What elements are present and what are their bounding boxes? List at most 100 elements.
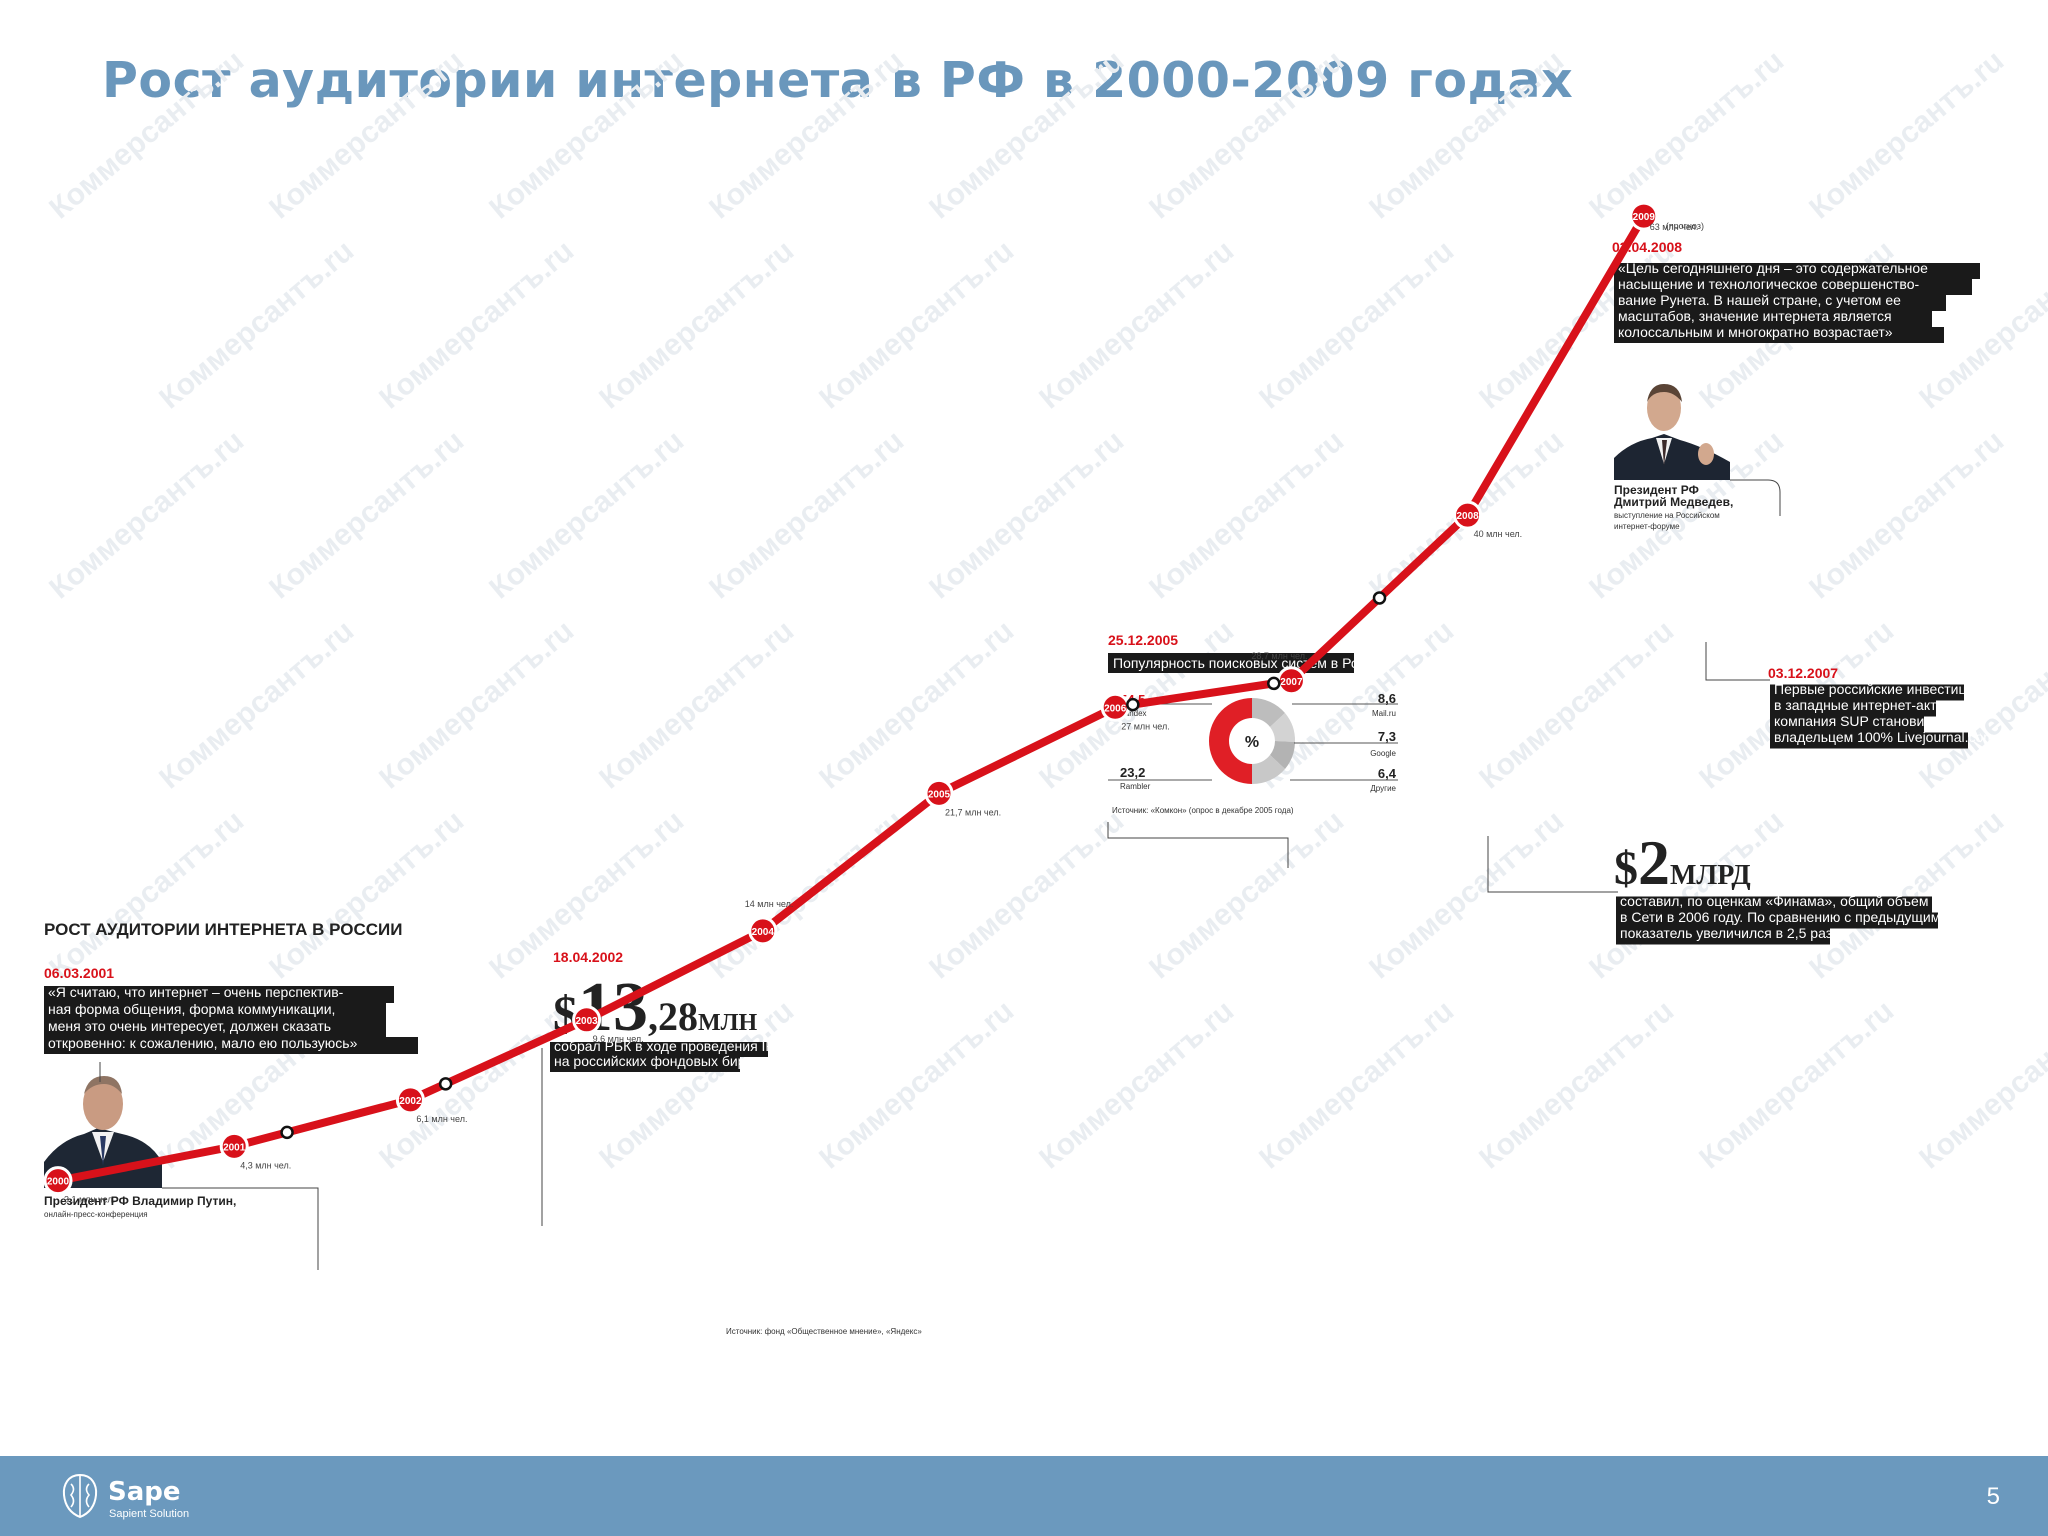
watermark-text: Коммерсантъ.ru <box>1913 994 2048 1175</box>
year-label-2001: 2001 <box>223 1142 246 1153</box>
medvedev-quote-line: масштабов, значение интернета является <box>1618 308 1892 324</box>
donut-center-label: % <box>1245 734 1259 751</box>
watermark-text: Коммерсантъ.ru <box>43 44 250 225</box>
year-marker-2004 <box>748 916 778 946</box>
slice-rambler-value: 23,2 <box>1120 765 1145 780</box>
value-label-2008: 40 млн чел. <box>1474 529 1523 539</box>
watermark-text: Коммерсантъ.ru <box>1143 44 1350 225</box>
year-label-2008: 2008 <box>1456 511 1479 522</box>
finam-text-line: в Сети в 2006 году. По сравнению с преды… <box>1620 909 1982 925</box>
search-source: Источник: «Комкон» (опрос в декабре 2005… <box>1112 806 1294 815</box>
watermark-text: Коммерсантъ.ru <box>153 614 360 795</box>
watermark-text: Коммерсантъ.ru <box>593 614 800 795</box>
page-number: 5 <box>1986 1483 2000 1510</box>
sup-annotation: 03.12.2007 Первые российские инвестициив… <box>1705 642 1995 749</box>
year-marker-2008 <box>1453 500 1483 530</box>
medvedev-quote-line: «Цель сегодняшнего дня – это содержатель… <box>1618 260 1928 276</box>
watermark-text: Коммерсантъ.ru <box>43 424 250 605</box>
putin-quote-line: меня это очень интересует, должен сказат… <box>48 1018 331 1034</box>
search-donut: % <box>1209 697 1296 785</box>
chart-source: Источник: фонд «Общественное мнение», «Я… <box>726 1327 922 1336</box>
event-point <box>1267 676 1281 691</box>
rbc-date: 18.04.2002 <box>553 949 623 965</box>
putin-quote-line: «Я считаю, что интернет – очень перспект… <box>48 984 344 1000</box>
watermark-text: Коммерсантъ.ru <box>593 234 800 415</box>
watermark-text: Коммерсантъ.ru <box>483 424 690 605</box>
medvedev-quote-line: колоссальным и многократно возрастает» <box>1618 324 1893 340</box>
sup-date: 03.12.2007 <box>1768 665 1838 681</box>
value-label-2002: 6,1 млн чел. <box>416 1114 467 1124</box>
slice-other-value: 6,4 <box>1378 766 1397 781</box>
watermark-text: Коммерсантъ.ru <box>923 424 1130 605</box>
watermark-text: Коммерсантъ.ru <box>373 994 580 1175</box>
medvedev-sub-1: выступление на Российском <box>1614 511 1720 520</box>
sup-text-line: в западные интернет-активы: <box>1774 697 1966 713</box>
footer-bar <box>0 1456 2048 1536</box>
watermark-text: Коммерсантъ.ru <box>263 424 470 605</box>
logo-subtitle: Sapient Solution <box>109 1508 190 1520</box>
finam-text: составил, по оценкам «Финама», общий объ… <box>1616 893 1982 945</box>
putin-annotation: 06.03.2001 «Я считаю, что интернет – оче… <box>44 965 418 1270</box>
watermark-text: Коммерсантъ.ru <box>1253 994 1460 1175</box>
year-marker-2001 <box>219 1131 249 1161</box>
watermark-text: Коммерсантъ.ru <box>263 44 470 225</box>
year-marker-2000 <box>43 1166 73 1196</box>
watermark-text: Коммерсантъ.ru <box>923 44 1130 225</box>
finam-annotation: $2МЛРД составил, по оценкам «Финама», об… <box>1487 827 1982 945</box>
watermark-text: Коммерсантъ.ru <box>373 614 580 795</box>
finam-text-line: составил, по оценкам «Финама», общий объ… <box>1620 893 1978 909</box>
putin-subcaption: онлайн-пресс-конференция <box>44 1210 148 1219</box>
year-marker-2005 <box>924 778 954 808</box>
watermark-text: Коммерсантъ.ru <box>263 804 470 985</box>
watermark-text: Коммерсантъ.ru <box>1803 44 2010 225</box>
medvedev-quote-line: насыщение и технологическое совершенство… <box>1618 276 1919 292</box>
watermark-text: Коммерсантъ.ru <box>813 234 1020 415</box>
value-label-2006: 27 млн чел. <box>1121 721 1170 731</box>
watermark-text: Коммерсантъ.ru <box>1253 234 1460 415</box>
value-label-2005: 21,7 млн чел. <box>945 807 1001 817</box>
slide-title: Рост аудитории интернета в РФ в 2000-200… <box>102 52 1574 109</box>
watermark-text: Коммерсантъ.ru <box>1473 614 1680 795</box>
year-label-2007: 2007 <box>1280 677 1303 688</box>
year-label-2004: 2004 <box>752 927 775 938</box>
year-label-2005: 2005 <box>928 789 951 800</box>
forecast-note: (прогноз) <box>1666 221 1704 231</box>
slice-mailru-value: 8,6 <box>1378 691 1396 706</box>
medvedev-photo <box>1614 384 1730 480</box>
putin-date: 06.03.2001 <box>44 965 114 981</box>
watermark-text: Коммерсантъ.ru <box>1803 424 2010 605</box>
search-annotation: 25.12.2005 Популярность поисковых систем… <box>1107 632 1398 868</box>
brain-logo-icon <box>62 1473 98 1519</box>
finam-amount: $2МЛРД <box>1614 827 1751 898</box>
watermark-text: Коммерсантъ.ru <box>1143 424 1350 605</box>
sup-text-line: компания SUP становится <box>1774 713 1945 729</box>
medvedev-quote: «Цель сегодняшнего дня – это содержатель… <box>1614 260 1980 343</box>
value-label-2003: 9,6 млн чел. <box>593 1034 644 1044</box>
slice-other-name: Другие <box>1370 784 1396 793</box>
sup-text-line: Первые российские инвестиции <box>1774 681 1982 697</box>
rbc-text-line: собрал РБК в ходе проведения IPO <box>554 1038 786 1054</box>
watermark-text: Коммерсантъ.ru <box>43 804 250 985</box>
putin-quote-line: ная форма общения, форма коммуникации, <box>48 1001 335 1017</box>
putin-quote-line: откровенно: к сожалению, мало ею пользую… <box>48 1035 358 1051</box>
medvedev-annotation: 03.04.2008 «Цель сегодняшнего дня – это … <box>1612 239 1980 531</box>
watermark-text: Коммерсантъ.ru <box>1033 234 1240 415</box>
watermark-text: Коммерсантъ.ru <box>1473 994 1680 1175</box>
watermark-text: Коммерсантъ.ru <box>373 234 580 415</box>
value-label-2007: 28,7 млн чел. <box>1251 651 1307 661</box>
watermark-text: Коммерсантъ.ru <box>1913 234 2048 415</box>
event-point <box>1372 591 1387 605</box>
year-label-2009: 2009 <box>1633 212 1656 223</box>
watermark-text: Коммерсантъ.ru <box>923 804 1130 985</box>
medvedev-quote-line: вание Рунета. В нашей стране, с учетом е… <box>1618 292 1901 308</box>
value-label-2000: 3,1 млн чел. <box>64 1195 115 1205</box>
year-label-2006: 2006 <box>1104 703 1127 714</box>
watermark-text: Коммерсантъ.ru <box>1363 44 1570 225</box>
watermark-text: Коммерсантъ.ru <box>1033 994 1240 1175</box>
slice-yandex-name: Yandex <box>1120 709 1147 718</box>
rbc-text-line: на российских фондовых биржах <box>554 1053 770 1069</box>
watermark-text: Коммерсантъ.ru <box>1143 804 1350 985</box>
watermark-text: Коммерсантъ.ru <box>1693 994 1900 1175</box>
